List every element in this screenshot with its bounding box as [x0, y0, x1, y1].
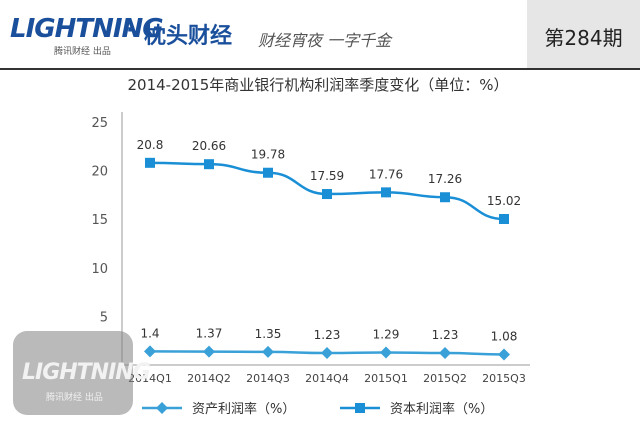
data-point-square	[440, 192, 450, 203]
data-label: 17.76	[369, 167, 403, 181]
data-label: 20.8	[137, 138, 164, 152]
x-tick-label: 2014Q2	[187, 372, 231, 385]
data-point-square	[499, 214, 509, 225]
data-point-square	[204, 159, 214, 170]
header-divider	[0, 68, 640, 70]
data-point-square	[145, 157, 155, 168]
watermark-subtitle: 腾讯财经 出品	[46, 393, 103, 403]
column-name: 枕头财经	[144, 24, 233, 49]
data-point-diamond	[262, 345, 274, 358]
slogan: 财经宵夜 一字千金	[258, 31, 392, 50]
y-tick-label: 10	[91, 262, 108, 277]
watermark-panel	[13, 331, 133, 415]
legend-marker-square	[355, 403, 365, 413]
x-tick-label: 2014Q3	[246, 372, 290, 385]
data-label: 1.35	[255, 327, 282, 341]
issue-number: 第284期	[544, 26, 623, 50]
chart-title: 2014-2015年商业银行机构利润率季度变化（单位：%）	[127, 76, 508, 94]
data-point-square	[263, 167, 273, 178]
data-label: 17.26	[428, 172, 462, 186]
data-point-diamond	[439, 347, 451, 360]
data-point-diamond	[380, 346, 392, 359]
x-tick-label: 2015Q1	[364, 372, 408, 385]
data-label: 1.23	[432, 328, 459, 342]
data-point-diamond	[321, 347, 333, 360]
data-label: 19.78	[251, 148, 285, 162]
data-point-square	[381, 187, 391, 198]
x-tick-label: 2015Q3	[482, 372, 526, 385]
data-label: 1.23	[314, 328, 341, 342]
x-tick-label: 2015Q2	[423, 372, 467, 385]
y-tick-label: 5	[100, 310, 108, 325]
data-point-diamond	[144, 345, 156, 358]
watermark-brand: LIGHTNING	[22, 360, 151, 385]
legend-marker-diamond	[156, 402, 168, 414]
x-tick-label: 2014Q4	[305, 372, 349, 385]
y-tick-label: 15	[91, 213, 108, 228]
x-tick-label: 2014Q1	[128, 372, 172, 385]
data-label: 15.02	[487, 194, 521, 208]
brand-logo: LIGHTNING	[10, 14, 164, 44]
data-point-diamond	[498, 348, 510, 361]
brand-subtitle: 腾讯财经 出品	[54, 47, 111, 57]
data-label: 1.37	[196, 327, 223, 341]
data-label: 1.4	[140, 326, 159, 340]
data-point-diamond	[203, 345, 215, 358]
data-label: 20.66	[192, 139, 226, 153]
data-label: 1.08	[491, 330, 518, 344]
issue-box	[527, 0, 640, 68]
y-tick-label: 25	[91, 116, 108, 131]
data-label: 1.29	[373, 327, 400, 341]
data-point-square	[322, 189, 332, 200]
y-tick-label: 20	[91, 165, 108, 180]
title-separator: ·	[126, 18, 135, 43]
legend-label: 资本利润率（%）	[390, 401, 493, 417]
legend-label: 资产利润率（%）	[192, 401, 295, 417]
data-label: 17.59	[310, 169, 344, 183]
